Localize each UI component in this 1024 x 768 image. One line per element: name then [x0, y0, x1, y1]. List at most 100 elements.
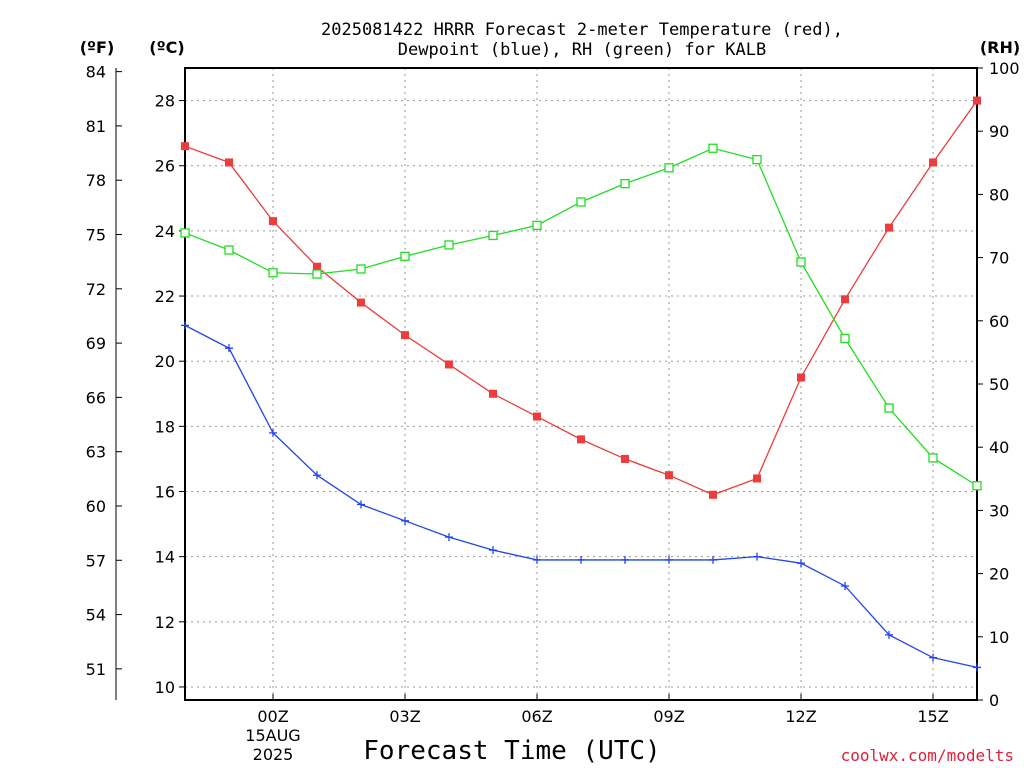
temperature-point — [709, 490, 717, 499]
rh-point — [532, 220, 542, 231]
temperature-point — [577, 435, 585, 444]
dewpoint-point — [225, 344, 233, 353]
temperature-point — [797, 373, 805, 382]
axes — [115, 67, 983, 701]
rh-point — [928, 453, 938, 463]
celsius-tick-label: 22 — [155, 287, 175, 306]
temperature-point — [225, 158, 233, 167]
rh-point — [180, 228, 190, 238]
dewpoint-point — [973, 663, 981, 672]
dewpoint-point — [665, 555, 673, 564]
celsius-tick-label: 20 — [155, 352, 175, 371]
fahrenheit-tick-label: 51 — [86, 660, 106, 679]
rh-tick-label: 10 — [989, 628, 1009, 647]
fahrenheit-tick-label: 84 — [86, 63, 106, 82]
rh-point — [840, 333, 850, 344]
celsius-axis-unit: (ºC) — [149, 38, 184, 57]
rh-point — [752, 154, 762, 165]
temperature-point — [885, 223, 893, 232]
temperature-point — [753, 474, 761, 483]
rh-tick-label: 60 — [989, 312, 1009, 331]
rh-point — [488, 230, 498, 241]
rh-tick-label: 20 — [989, 565, 1009, 584]
rh-tick-label: 70 — [989, 249, 1009, 268]
dewpoint-point — [269, 428, 277, 437]
dewpoint-point — [797, 559, 805, 568]
rh-point — [708, 143, 718, 153]
temperature-point — [357, 298, 365, 307]
temperature-point — [533, 412, 541, 421]
celsius-tick-label: 10 — [155, 678, 175, 697]
rh-point — [400, 251, 410, 261]
rh-tick-label: 80 — [989, 185, 1009, 204]
fahrenheit-tick-label: 75 — [86, 226, 106, 245]
rh-point — [576, 197, 586, 207]
dewpoint-point — [577, 555, 585, 564]
fahrenheit-tick-label: 69 — [86, 334, 106, 353]
dewpoint-point — [533, 555, 541, 564]
dewpoint-point — [753, 552, 761, 561]
rh-point — [664, 163, 674, 173]
dewpoint-point — [841, 581, 849, 590]
rh-point — [796, 257, 806, 267]
rh-axis-unit: (RH) — [980, 38, 1020, 57]
credit-link[interactable]: coolwx.com/modelts — [841, 746, 1014, 765]
fahrenheit-tick-label: 54 — [86, 606, 106, 625]
temperature-point — [973, 96, 981, 105]
fahrenheit-axis-unit: (ºF) — [80, 38, 115, 57]
dewpoint-point — [929, 653, 937, 662]
temperature-point — [181, 142, 189, 151]
rh-point — [884, 403, 894, 413]
rh-point — [620, 179, 630, 189]
rh-point — [356, 264, 366, 274]
rh-tick-label: 100 — [989, 59, 1020, 78]
x-tick-label: 15Z — [917, 707, 948, 726]
celsius-tick-label: 26 — [155, 157, 175, 176]
dewpoint-point — [181, 321, 189, 330]
rh-tick-label: 40 — [989, 438, 1009, 457]
chart-title-line-1: 2025081422 HRRR Forecast 2-meter Tempera… — [321, 20, 843, 40]
dewpoint-point — [357, 500, 365, 509]
temperature-point — [929, 158, 937, 167]
chart-title-line-2: Dewpoint (blue), RH (green) for KALB — [398, 40, 766, 60]
celsius-tick-label: 16 — [155, 483, 175, 502]
x-tick-label: 09Z — [653, 707, 684, 726]
temperature-point — [665, 471, 673, 480]
fahrenheit-tick-label: 63 — [86, 443, 106, 462]
dewpoint-point — [621, 555, 629, 564]
fahrenheit-tick-label: 72 — [86, 280, 106, 299]
x-tick-label: 12Z — [785, 707, 816, 726]
x-date-label: 15AUG — [245, 726, 300, 745]
temperature-point — [401, 331, 409, 340]
dewpoint-point — [313, 471, 321, 480]
rh-tick-label: 90 — [989, 122, 1009, 141]
dewpoint-point — [885, 630, 893, 639]
celsius-tick-label: 24 — [155, 222, 175, 241]
x-axis-label: Forecast Time (UTC) — [363, 736, 660, 766]
celsius-tick-label: 28 — [155, 92, 175, 111]
temperature-point — [621, 454, 629, 463]
dewpoint-line — [184, 324, 978, 669]
rh-point — [972, 481, 982, 491]
fahrenheit-tick-label: 66 — [86, 388, 106, 407]
rh-point — [224, 245, 234, 255]
rh-point — [268, 268, 278, 278]
data-series — [180, 96, 982, 672]
dewpoint-point — [401, 516, 409, 525]
rh-tick-label: 0 — [989, 691, 999, 710]
temperature-point — [269, 217, 277, 226]
rh-tick-label: 30 — [989, 501, 1009, 520]
temperature-point — [313, 262, 321, 271]
temperature-point — [841, 295, 849, 304]
celsius-tick-label: 14 — [155, 548, 175, 567]
plot-frame — [184, 67, 978, 701]
rh-point — [312, 269, 322, 279]
fahrenheit-tick-label: 78 — [86, 171, 106, 190]
celsius-tick-label: 12 — [155, 613, 175, 632]
dewpoint-point — [445, 533, 453, 542]
rh-tick-label: 50 — [989, 375, 1009, 394]
celsius-tick-label: 18 — [155, 417, 175, 436]
dewpoint-point — [489, 546, 497, 555]
